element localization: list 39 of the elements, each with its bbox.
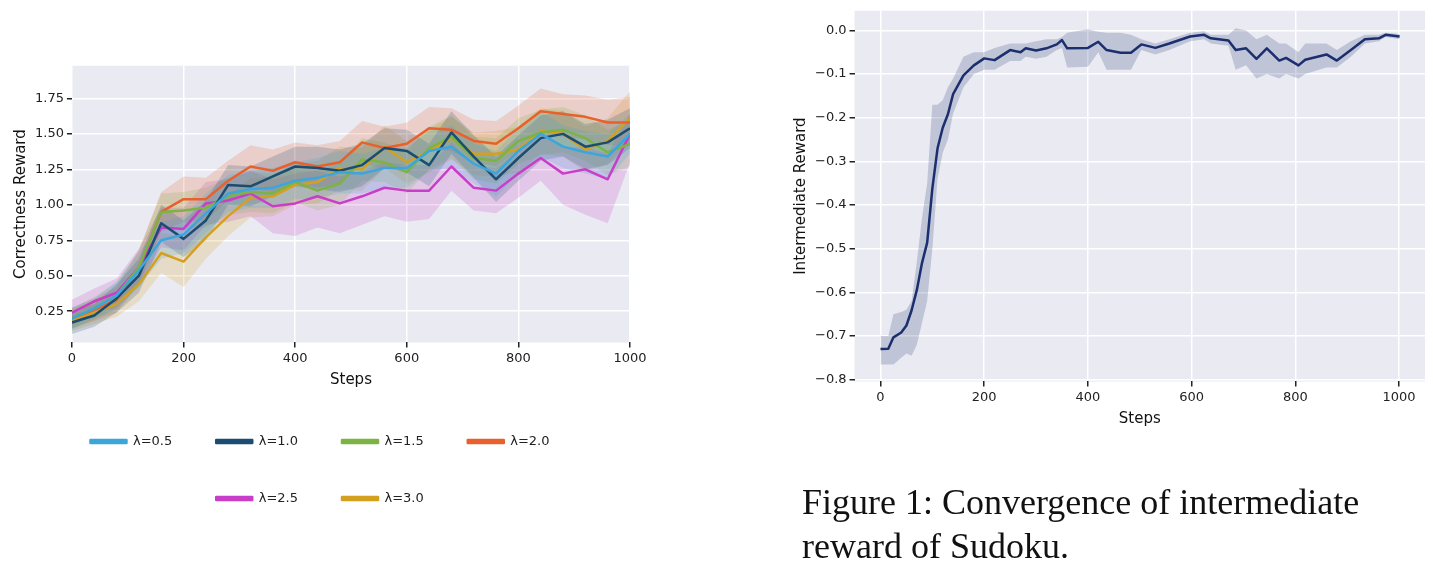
y-tick-label: −0.1 <box>814 65 847 81</box>
x-tick-label: 400 <box>1075 388 1101 404</box>
legend-label: λ=3.0 <box>384 489 424 505</box>
y-tick-label: −0.6 <box>814 283 847 299</box>
x-tick-label: 800 <box>1282 388 1308 404</box>
x-tick-label: 600 <box>394 349 420 365</box>
caption: Figure 1: Convergence of intermediate reward of Sudoku. <box>802 481 1361 568</box>
x-tick-label: 200 <box>171 349 196 365</box>
y-axis-title: Intermediate Reward <box>790 117 809 275</box>
y-tick-label: −0.8 <box>814 371 847 387</box>
y-tick-label: 0.25 <box>34 302 64 318</box>
x-tick-label: 1000 <box>1382 388 1416 404</box>
x-tick-label: 0 <box>876 388 885 404</box>
x-axis-title: Steps <box>1118 408 1161 427</box>
legend-label: λ=2.5 <box>258 489 299 505</box>
y-tick-label: 1.25 <box>34 160 64 176</box>
y-tick-label: 0.50 <box>34 267 64 283</box>
legend-label: λ=1.0 <box>258 432 299 448</box>
y-tick-label: 0.0 <box>825 21 847 37</box>
legend-label: λ=1.5 <box>384 432 424 448</box>
y-tick-label: −0.5 <box>814 240 847 256</box>
y-tick-label: −0.4 <box>814 196 847 212</box>
x-tick-label: 600 <box>1179 388 1205 404</box>
y-tick-label: −0.7 <box>814 327 847 343</box>
x-tick-label: 400 <box>282 349 308 365</box>
y-tick-label: 1.00 <box>34 196 64 212</box>
legend-label: λ=2.0 <box>510 432 550 448</box>
x-axis-title: Steps <box>329 369 373 388</box>
y-tick-label: 0.75 <box>34 231 64 247</box>
y-tick-label: −0.2 <box>814 109 847 125</box>
x-tick-label: 800 <box>505 349 531 365</box>
y-tick-label: 1.50 <box>34 125 64 141</box>
x-tick-label: 1000 <box>613 349 647 365</box>
y-tick-label: 1.75 <box>34 89 64 105</box>
y-axis-title: Correctness Reward <box>10 129 29 279</box>
x-tick-label: 200 <box>971 388 997 404</box>
y-tick-label: −0.3 <box>814 152 847 168</box>
x-tick-label: 0 <box>67 349 77 365</box>
legend-label: λ=0.5 <box>132 432 173 448</box>
